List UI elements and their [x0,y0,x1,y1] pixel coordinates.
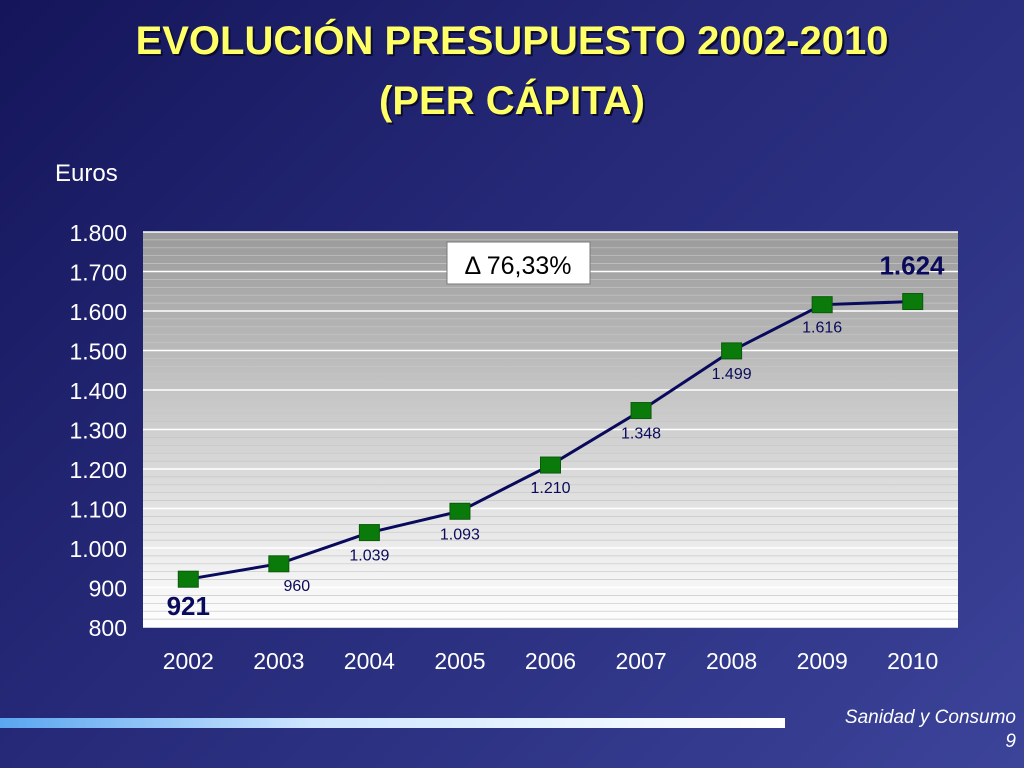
annotation-box: Δ 76,33% [446,241,591,285]
x-tick-label: 2008 [706,648,757,674]
data-point [630,402,652,420]
footer-divider [0,718,785,728]
data-label: 1.039 [349,548,389,565]
x-tick-label: 2002 [163,648,214,674]
footer-label: Sanidad y Consumo [844,707,1016,728]
data-label: 921 [167,591,210,621]
y-tick-label: 1.100 [69,497,127,523]
x-tick-label: 2005 [434,648,485,674]
slide-subtitle: (PER CÁPITA) [379,79,645,123]
annotation-text: Δ 76,33% [464,252,571,280]
y-tick-label: 1.300 [69,418,127,444]
y-tick-label: 1.400 [69,378,127,404]
footer: Sanidad y Consumo 9 [845,706,1016,754]
data-labels: 921 960 1.039 1.093 1.210 1.348 1.499 1.616 1.62… [167,251,945,622]
y-tick-label: 900 [89,576,127,602]
x-tick-label: 2009 [797,648,848,674]
data-label: 1.616 [802,320,842,337]
data-point [177,570,199,588]
data-point [721,342,743,360]
data-point [358,524,380,542]
data-label: 1.093 [440,526,480,543]
x-tick-label: 2007 [615,648,666,674]
grid-lines [143,231,958,628]
x-tick-label: 2006 [525,648,576,674]
y-tick-label: 800 [89,615,127,641]
data-label: 1.624 [879,251,945,281]
data-label: 1.348 [621,426,661,443]
x-axis: 2002 2003 2004 2005 2006 2007 2008 2009 2010 [163,648,939,674]
data-point [268,555,290,573]
y-axis: 800 900 1.000 1.100 1.200 1.300 1.400 1.500 1.60… [69,220,127,641]
data-label: 1.210 [530,480,570,497]
y-tick-label: 1.200 [69,457,127,483]
y-tick-label: 1.500 [69,339,127,365]
y-tick-label: 1.600 [69,299,127,325]
data-label: 1.499 [712,366,752,383]
y-tick-label: 1.700 [69,260,127,286]
data-markers [177,293,924,588]
line-chart: 800 900 1.000 1.100 1.200 1.300 1.400 1.500 1.60… [69,220,958,674]
x-tick-label: 2003 [253,648,304,674]
x-tick-label: 2010 [887,648,938,674]
data-point [449,502,471,520]
data-point [811,296,833,314]
data-point [540,456,561,474]
y-tick-label: 1.000 [69,536,127,562]
page-number: 9 [1005,731,1016,752]
y-tick-label: 1.800 [69,220,127,246]
slide-title: EVOLUCIÓN PRESUPUESTO 2002-2010 [135,19,889,63]
y-axis-unit-label: Euros [55,160,118,187]
data-label: 960 [283,578,310,595]
data-point [902,293,924,311]
x-tick-label: 2004 [344,648,395,674]
